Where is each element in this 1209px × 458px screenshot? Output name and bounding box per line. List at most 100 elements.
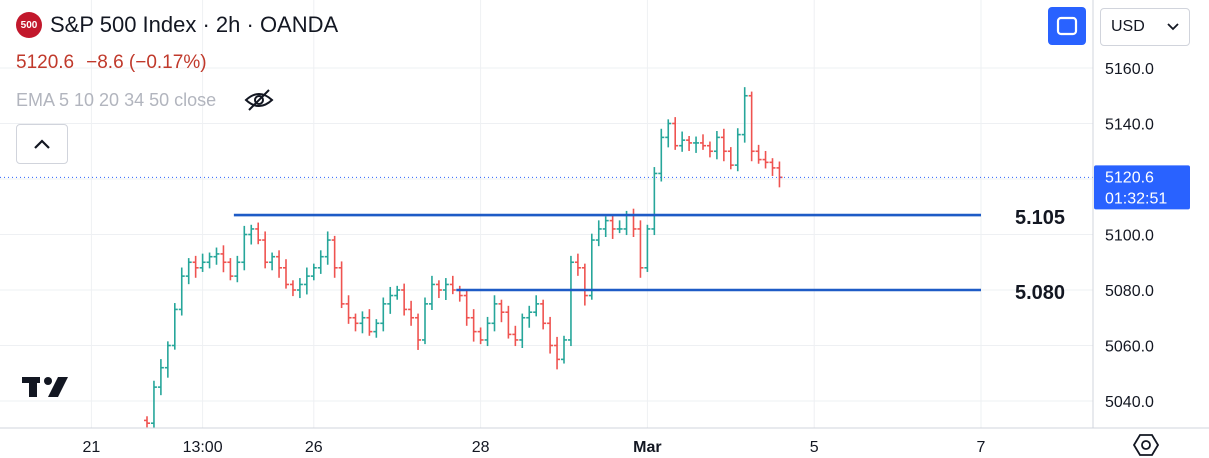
ohlc-bar xyxy=(720,128,727,162)
ohlc-bar xyxy=(637,220,644,278)
ohlc-bar xyxy=(442,278,449,300)
ohlc-bar xyxy=(359,311,366,334)
ohlc-bar xyxy=(366,309,373,336)
ohlc-bar xyxy=(512,325,519,347)
ohlc-bar xyxy=(762,150,769,169)
ohlc-bar xyxy=(693,136,700,153)
ohlc-bar xyxy=(665,119,672,148)
chart-header: 500 S&P 500 Index · 2h · OANDA xyxy=(16,12,338,38)
ohlc-bar xyxy=(519,313,526,348)
ohlc-bar xyxy=(248,224,255,245)
symbol-logo[interactable]: 500 xyxy=(16,12,42,38)
ohlc-bar xyxy=(192,255,199,278)
chevron-down-icon xyxy=(1167,23,1179,31)
ohlc-bar xyxy=(185,258,192,285)
ohlc-bar xyxy=(324,231,331,265)
price-axis-bg xyxy=(1093,0,1209,458)
ohlc-bar xyxy=(387,286,394,314)
ohlc-bar xyxy=(540,299,547,330)
ohlc-bar xyxy=(581,263,588,306)
ohlc-bar xyxy=(255,222,262,245)
ohlc-bar xyxy=(463,289,470,326)
time-tick-label: 26 xyxy=(305,439,323,456)
eye-crossed-icon[interactable] xyxy=(244,88,274,112)
ohlc-bar xyxy=(595,220,602,247)
time-tick-label: Mar xyxy=(633,439,661,456)
indicator-label: EMA 5 10 20 34 50 close xyxy=(16,89,217,110)
ohlc-bars xyxy=(0,87,1093,430)
ohlc-bar xyxy=(352,313,359,332)
price-axis[interactable]: 5040.05060.05080.05100.05120.05140.05160… xyxy=(1092,0,1209,458)
ohlc-bar xyxy=(658,128,665,182)
ohlc-bar xyxy=(296,278,303,299)
ohlc-bar xyxy=(164,341,171,378)
ohlc-bar xyxy=(213,247,220,265)
ohlc-bar xyxy=(234,255,241,283)
ohlc-bar xyxy=(338,261,345,309)
ohlc-bar xyxy=(220,245,227,273)
ohlc-bar xyxy=(706,141,713,158)
price-tag xyxy=(1094,165,1190,210)
time-axis-bg xyxy=(0,428,1093,458)
price-info: 5120.6 −8.6 (−0.17%) xyxy=(16,52,207,74)
ohlc-bar xyxy=(345,295,352,324)
currency-value: USD xyxy=(1111,18,1145,35)
ohlc-bar xyxy=(373,319,380,338)
ohlc-bar xyxy=(755,144,762,164)
ohlc-bar xyxy=(262,231,269,269)
ohlc-bar xyxy=(526,305,533,328)
ohlc-bar xyxy=(776,161,783,188)
time-axis[interactable]: 21 13:00 26 28 Mar 5 7 xyxy=(0,427,1209,458)
ohlc-bar xyxy=(547,316,554,354)
ohlc-bar xyxy=(727,147,734,170)
ohlc-bar xyxy=(317,250,324,274)
ohlc-bar xyxy=(554,336,561,370)
ohlc-bar xyxy=(672,117,679,150)
ohlc-bar xyxy=(609,214,616,239)
ohlc-bar xyxy=(748,91,755,162)
ohlc-bar xyxy=(428,275,435,310)
ohlc-bar xyxy=(394,285,401,300)
ohlc-bar xyxy=(741,87,748,143)
ohlc-bar xyxy=(380,297,387,332)
ohlc-bar xyxy=(630,208,637,237)
ohlc-bar xyxy=(484,316,491,347)
currency-select[interactable]: USD xyxy=(1100,8,1190,46)
support-resistance-lines[interactable]: 5.105 5.080 xyxy=(233,207,1065,304)
price-tick-label: 5140.0 xyxy=(1105,117,1154,134)
ohlc-bar xyxy=(713,130,720,160)
ohlc-bar xyxy=(331,235,338,278)
price-tick-label: 5040.0 xyxy=(1105,394,1154,411)
level-label: 5.080 xyxy=(1015,282,1065,304)
ohlc-bar xyxy=(303,267,310,295)
price-tick-label: 5160.0 xyxy=(1105,61,1154,78)
ohlc-bar xyxy=(574,253,581,276)
ohlc-bar xyxy=(602,216,609,237)
ohlc-bar xyxy=(289,280,296,297)
ohlc-bar xyxy=(415,313,422,350)
time-tick-label: 7 xyxy=(977,439,986,456)
time-tick-label: 5 xyxy=(810,439,819,456)
ohlc-bar xyxy=(616,220,623,234)
symbol-title[interactable]: S&P 500 Index · 2h · OANDA xyxy=(50,12,339,37)
ohlc-bar xyxy=(498,299,505,323)
ohlc-bar xyxy=(241,225,248,271)
settings-icon[interactable] xyxy=(1133,432,1159,458)
collapse-legend-button[interactable] xyxy=(16,124,68,164)
fullscreen-button[interactable] xyxy=(1048,7,1086,45)
ohlc-bar xyxy=(283,259,289,289)
price-tag-value: 5120.6 xyxy=(1105,169,1154,186)
ohlc-bar xyxy=(491,295,498,332)
ohlc-bar xyxy=(199,253,206,272)
ohlc-bar xyxy=(178,267,185,316)
ohlc-bar xyxy=(769,158,776,176)
time-tick-label: 21 xyxy=(83,439,101,456)
tradingview-logo-icon xyxy=(22,377,68,397)
indicator-legend[interactable]: EMA 5 10 20 34 50 close xyxy=(16,88,274,112)
ohlc-bar xyxy=(477,327,484,345)
ohlc-bar xyxy=(505,305,512,339)
time-tick-label: 13:00 xyxy=(183,439,223,456)
price-tick-label: 5100.0 xyxy=(1105,228,1154,245)
ohlc-bar xyxy=(456,285,463,302)
